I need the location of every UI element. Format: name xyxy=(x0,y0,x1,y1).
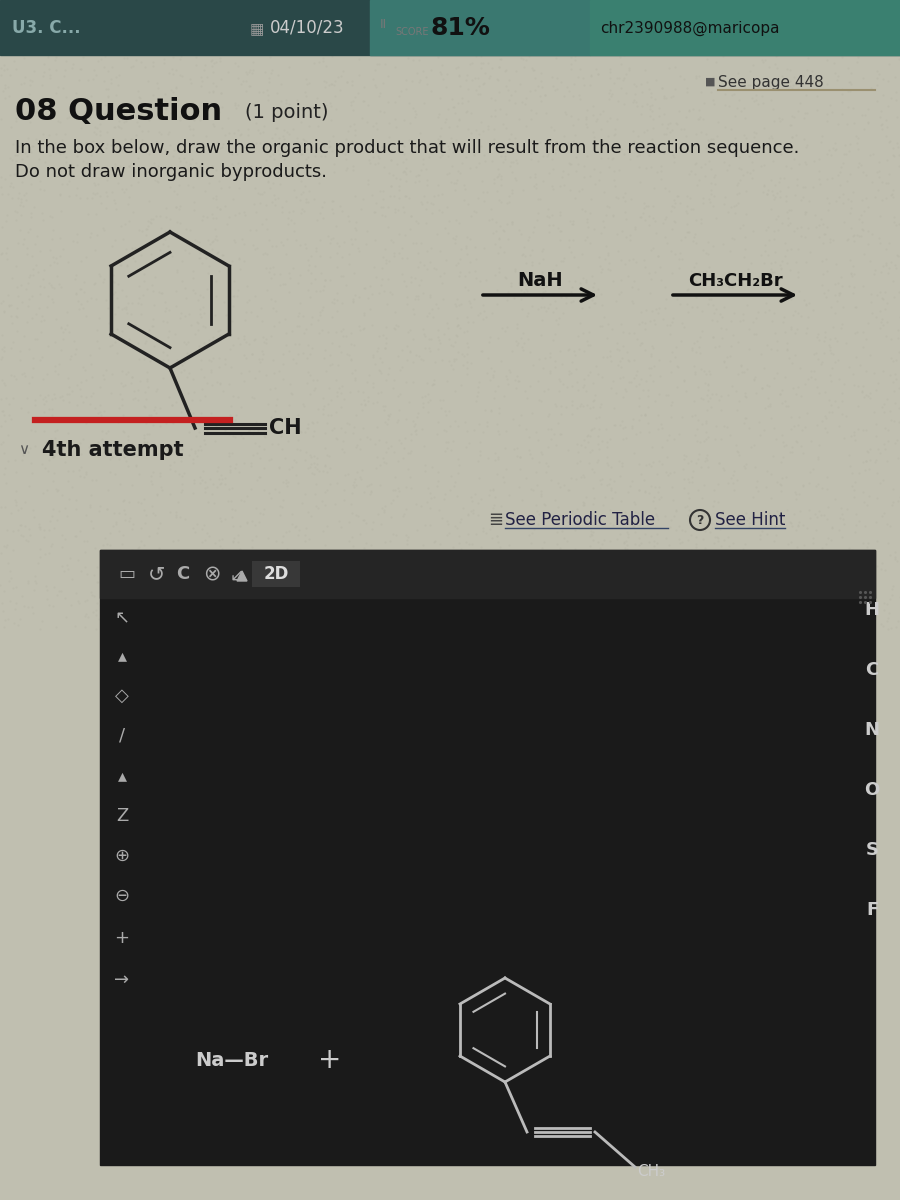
Text: CH₃: CH₃ xyxy=(637,1164,665,1180)
Bar xyxy=(370,0,590,55)
Text: H: H xyxy=(865,601,879,619)
Text: 08 Question: 08 Question xyxy=(15,97,222,126)
Text: ∨: ∨ xyxy=(18,443,29,457)
Text: +: + xyxy=(114,929,130,947)
Text: (1 point): (1 point) xyxy=(245,102,328,121)
Text: →: → xyxy=(114,971,130,989)
Text: ■: ■ xyxy=(705,77,716,86)
Text: 2D: 2D xyxy=(264,565,289,583)
Text: ▦: ▦ xyxy=(250,23,265,37)
Text: C: C xyxy=(176,565,189,583)
Bar xyxy=(0,0,900,55)
Text: See Hint: See Hint xyxy=(715,511,786,529)
Text: Ⅱ: Ⅱ xyxy=(380,18,386,31)
Text: chr2390988@maricopa: chr2390988@maricopa xyxy=(600,20,779,36)
Text: ⊗: ⊗ xyxy=(203,564,220,584)
Text: SCORE: SCORE xyxy=(395,26,428,37)
Text: /: / xyxy=(119,727,125,745)
Text: CH: CH xyxy=(269,418,302,438)
Text: O: O xyxy=(864,781,879,799)
Text: In the box below, draw the organic product that will result from the reaction se: In the box below, draw the organic produ… xyxy=(15,139,799,157)
Bar xyxy=(100,550,875,598)
Text: NaH: NaH xyxy=(518,271,562,290)
Text: ⊖: ⊖ xyxy=(114,887,130,905)
Text: F: F xyxy=(866,901,878,919)
Text: Z: Z xyxy=(116,806,128,826)
Text: Do not draw inorganic byproducts.: Do not draw inorganic byproducts. xyxy=(15,163,327,181)
Bar xyxy=(590,0,900,55)
Text: ↺: ↺ xyxy=(148,564,166,584)
FancyBboxPatch shape xyxy=(252,560,300,587)
Text: See Periodic Table: See Periodic Table xyxy=(505,511,655,529)
Text: 4th attempt: 4th attempt xyxy=(42,440,184,460)
Text: ▭: ▭ xyxy=(118,565,135,583)
Text: ↙: ↙ xyxy=(230,566,244,584)
Text: ?: ? xyxy=(697,514,704,527)
Text: +: + xyxy=(319,1046,342,1074)
Text: 81%: 81% xyxy=(430,16,490,40)
Text: ≣: ≣ xyxy=(488,511,503,529)
Bar xyxy=(100,550,875,1165)
Polygon shape xyxy=(237,571,247,581)
Text: N: N xyxy=(865,721,879,739)
Text: ◇: ◇ xyxy=(115,686,129,704)
Text: 04/10/23: 04/10/23 xyxy=(270,19,345,37)
Text: CH₃CH₂Br: CH₃CH₂Br xyxy=(688,272,782,290)
Text: ▴: ▴ xyxy=(118,767,127,785)
Text: S: S xyxy=(866,841,878,859)
Text: ⊕: ⊕ xyxy=(114,847,130,865)
Text: Na—Br: Na—Br xyxy=(195,1050,268,1069)
Text: ▴: ▴ xyxy=(118,647,127,665)
Text: C: C xyxy=(866,661,878,679)
Text: U3. C...: U3. C... xyxy=(12,19,81,37)
Text: See page 448: See page 448 xyxy=(718,74,824,90)
Text: ↖: ↖ xyxy=(114,608,130,626)
